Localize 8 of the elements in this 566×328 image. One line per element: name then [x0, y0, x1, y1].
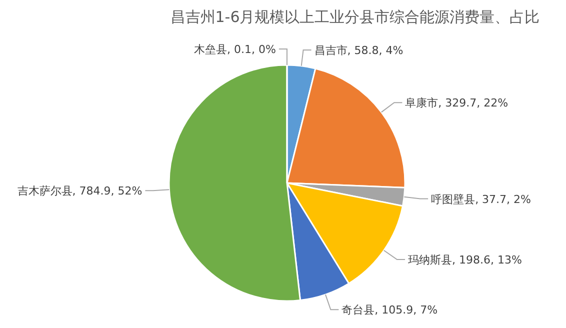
slice-label: 玛纳斯县, 198.6, 13% — [408, 254, 522, 266]
slice-label: 昌吉市, 58.8, 4% — [314, 44, 404, 57]
slice-label: 奇台县, 105.9, 7% — [342, 304, 438, 317]
slice-label: 吉木萨尔县, 784.9, 52% — [17, 184, 142, 198]
slice-label: 阜康市, 329.7, 22% — [405, 96, 508, 110]
slice-label: 木垒县, 0.1, 0% — [194, 43, 276, 56]
chart-title: 昌吉州1-6月规模以上工业分县市综合能源消费量、占比 — [170, 8, 540, 26]
slice-label: 呼图壁县, 37.7, 2% — [431, 192, 532, 206]
